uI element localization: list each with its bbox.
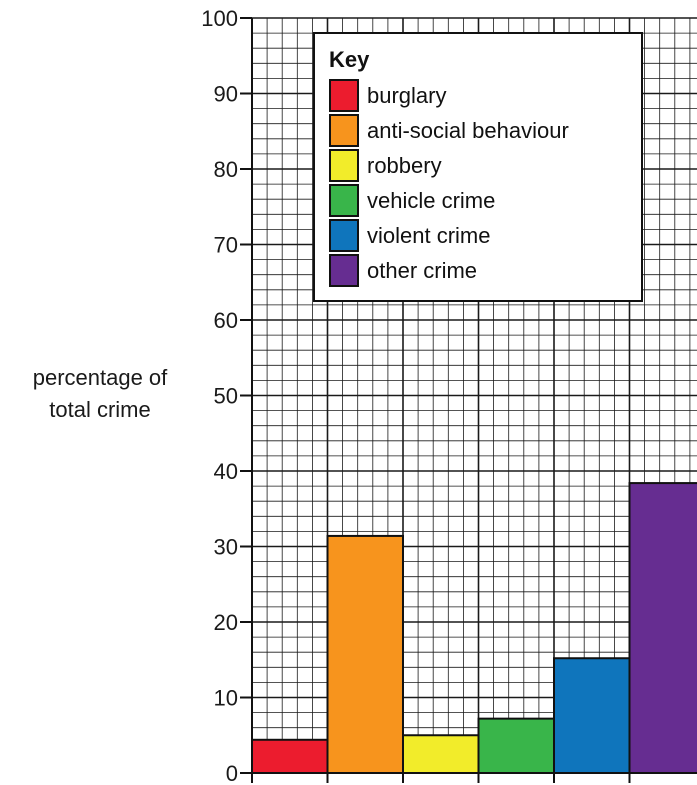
y-tick-label: 90 xyxy=(214,82,238,107)
legend-label: burglary xyxy=(367,82,447,108)
y-tick-label: 20 xyxy=(214,610,238,635)
legend-item: burglary xyxy=(329,78,631,113)
legend-label: vehicle crime xyxy=(367,187,496,213)
y-ticks: 0 10 20 30 40 50 60 70 80 90 100 xyxy=(201,6,252,785)
bar-robbery xyxy=(402,734,480,774)
y-tick-label: 60 xyxy=(214,308,238,333)
legend-swatch xyxy=(329,114,359,147)
y-tick-label: 0 xyxy=(226,761,238,785)
legend-item: anti-social behaviour xyxy=(329,113,631,148)
legend-label: robbery xyxy=(367,152,442,178)
y-tick-label: 100 xyxy=(201,6,238,31)
bars xyxy=(251,482,697,775)
legend-item: violent crime xyxy=(329,218,631,253)
y-axis-label-line-1: percentage of xyxy=(32,365,168,390)
y-tick-label: 70 xyxy=(214,233,238,258)
legend-item: vehicle crime xyxy=(329,183,631,218)
y-tick-label: 40 xyxy=(214,459,238,484)
legend-swatch xyxy=(329,184,359,217)
y-axis-label-line-2: total crime xyxy=(49,397,151,422)
bar-other-crime xyxy=(628,482,697,774)
legend: Key burglary anti-social behaviour robbery… xyxy=(313,32,643,302)
legend-swatch xyxy=(329,219,359,252)
legend-item: robbery xyxy=(329,148,631,183)
bar-vehicle-crime xyxy=(477,717,555,775)
bar-anti-social-behaviour xyxy=(326,534,404,774)
y-tick-label: 50 xyxy=(214,384,238,409)
legend-label: violent crime xyxy=(367,222,491,248)
legend-title: Key xyxy=(329,47,370,72)
legend-label: other crime xyxy=(367,257,478,283)
y-tick-label: 80 xyxy=(214,157,238,182)
legend-items: burglary anti-social behaviour robbery vehi… xyxy=(329,78,631,288)
y-tick-label: 10 xyxy=(214,686,238,711)
bar-violent-crime xyxy=(553,657,631,774)
y-axis-label: percentage of total crime xyxy=(0,362,200,426)
legend-swatch xyxy=(329,254,359,287)
y-tick-label: 30 xyxy=(214,535,238,560)
legend-swatch xyxy=(329,149,359,182)
legend-item: other crime xyxy=(329,253,631,288)
legend-label: anti-social behaviour xyxy=(367,117,569,143)
legend-swatch xyxy=(329,79,359,112)
bar-burglary xyxy=(251,738,329,775)
